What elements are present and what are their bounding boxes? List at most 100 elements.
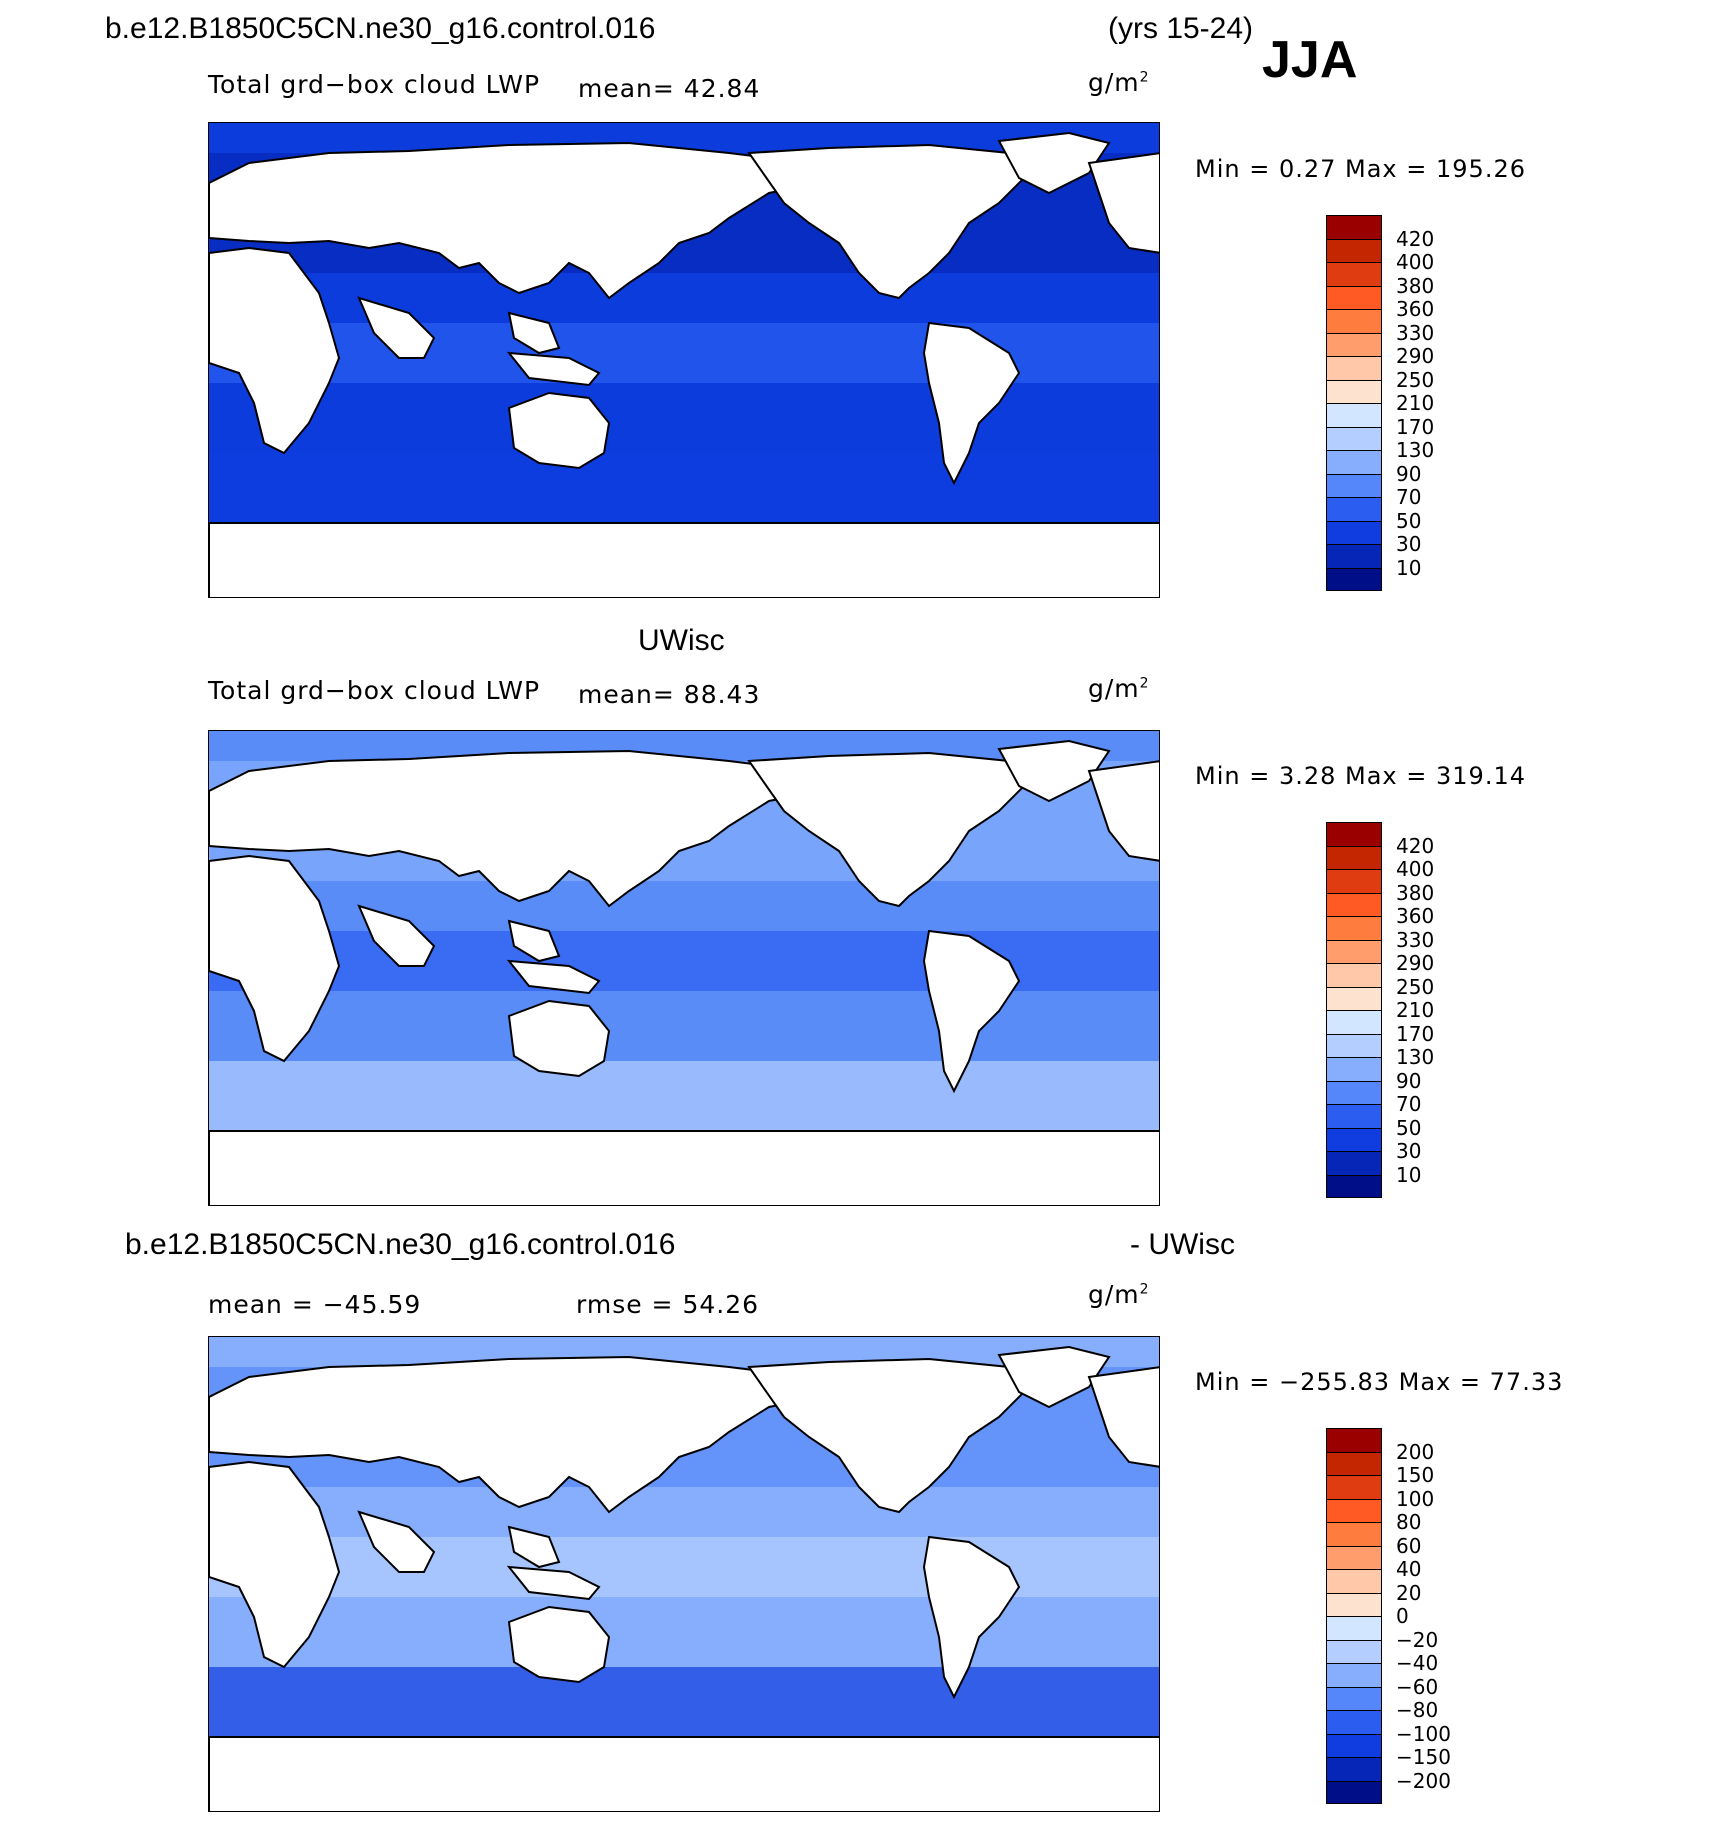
colorbar-tick-label: −60 xyxy=(1396,1674,1439,1699)
colorbar-swatch xyxy=(1326,1710,1382,1734)
colorbar-model xyxy=(1326,215,1382,591)
diff-right-title: - UWisc xyxy=(1130,1228,1235,1261)
landmass-outline xyxy=(747,1357,1031,1514)
colorbar-swatch xyxy=(1326,215,1382,239)
colorbar-tick-label: 400 xyxy=(1396,250,1435,274)
panel2-variable: Total grd−box cloud LWP xyxy=(208,676,541,705)
colorbar-swatch xyxy=(1326,1104,1382,1128)
colorbar-swatch xyxy=(1326,1010,1382,1034)
colorbar-swatch xyxy=(1326,1151,1382,1175)
colorbar-swatch xyxy=(1326,869,1382,893)
ocean-band xyxy=(209,453,1159,523)
colorbar-swatch xyxy=(1326,450,1382,474)
colorbar-swatch xyxy=(1326,473,1382,497)
colorbar-tick-label: 360 xyxy=(1396,904,1435,928)
colorbar-tick-label: 30 xyxy=(1396,1139,1422,1163)
colorbar-tick-label: 30 xyxy=(1396,532,1422,556)
colorbar-swatch xyxy=(1326,262,1382,286)
panel2-mean: mean= 88.43 xyxy=(578,680,761,709)
colorbar-swatch xyxy=(1326,845,1382,869)
colorbar-tick-label: 70 xyxy=(1396,485,1422,509)
landmass-outline xyxy=(507,1525,561,1569)
years-label: (yrs 15-24) xyxy=(1108,12,1254,45)
colorbar-tick-label: 200 xyxy=(1396,1439,1435,1464)
colorbar-tick-label: −20 xyxy=(1396,1627,1439,1652)
colorbar-swatch xyxy=(1326,238,1382,262)
landmass-outline xyxy=(209,522,1159,597)
colorbar-tick-label: 330 xyxy=(1396,927,1435,952)
colorbar-swatch xyxy=(1326,1174,1382,1198)
colorbar-tick-label: −200 xyxy=(1396,1768,1451,1793)
colorbar-tick-label: 20 xyxy=(1396,1580,1422,1605)
colorbar-swatch xyxy=(1326,1592,1382,1616)
panel3-mean: mean = −45.59 xyxy=(208,1290,422,1319)
colorbar-obs xyxy=(1326,822,1382,1198)
case-title: b.e12.B1850C5CN.ne30_g16.control.016 xyxy=(105,12,656,45)
map-panel-obs xyxy=(208,730,1160,1206)
colorbar-swatch xyxy=(1326,1757,1382,1781)
colorbar-swatch xyxy=(1326,939,1382,963)
colorbar-swatch xyxy=(1326,520,1382,544)
landmass-outline xyxy=(922,1535,1021,1700)
colorbar-tick-label: 290 xyxy=(1396,951,1435,975)
colorbar-tick-label: −40 xyxy=(1396,1651,1439,1675)
colorbar-tick-label: 170 xyxy=(1396,414,1435,439)
colorbar-swatch xyxy=(1326,1057,1382,1081)
colorbar-tick-label: 10 xyxy=(1396,1162,1422,1187)
landmass-outline xyxy=(507,311,561,355)
panel1-units: g/m2 xyxy=(1088,68,1150,97)
landmass-outline xyxy=(507,391,611,470)
colorbar-swatch xyxy=(1326,1686,1382,1710)
landmass-outline xyxy=(997,131,1111,195)
colorbar-tick-label: −80 xyxy=(1396,1698,1439,1722)
colorbar-swatch xyxy=(1326,1545,1382,1569)
panel2-minmax: Min = 3.28 Max = 319.14 xyxy=(1195,762,1526,790)
colorbar-tick-label: 40 xyxy=(1396,1557,1422,1581)
landmass-outline xyxy=(209,1130,1159,1205)
colorbar-diff xyxy=(1326,1428,1382,1804)
colorbar-swatch xyxy=(1326,1127,1382,1151)
colorbar-tick-label: 100 xyxy=(1396,1486,1435,1511)
landmass-outline xyxy=(507,919,561,963)
diff-left-title: b.e12.B1850C5CN.ne30_g16.control.016 xyxy=(125,1228,676,1261)
colorbar-tick-label: 380 xyxy=(1396,273,1435,298)
colorbar-tick-label: 250 xyxy=(1396,974,1435,999)
colorbar-tick-label: −100 xyxy=(1396,1721,1451,1746)
colorbar-swatch xyxy=(1326,1616,1382,1640)
colorbar-tick-label: 400 xyxy=(1396,857,1435,881)
landmass-outline xyxy=(209,141,821,300)
colorbar-tick-label: 0 xyxy=(1396,1604,1409,1628)
colorbar-tick-label: 10 xyxy=(1396,555,1422,580)
panel3-minmax: Min = −255.83 Max = 77.33 xyxy=(1195,1368,1564,1396)
colorbar-swatch xyxy=(1326,356,1382,380)
colorbar-swatch xyxy=(1326,1733,1382,1757)
landmass-outline xyxy=(1087,1366,1159,1468)
colorbar-swatch xyxy=(1326,309,1382,333)
colorbar-tick-label: 380 xyxy=(1396,880,1435,905)
colorbar-tick-label: 250 xyxy=(1396,367,1435,392)
landmass-outline xyxy=(357,296,436,359)
panel3-units: g/m2 xyxy=(1088,1280,1150,1309)
colorbar-swatch xyxy=(1326,426,1382,450)
colorbar-swatch xyxy=(1326,567,1382,591)
season-label: JJA xyxy=(1262,31,1358,89)
landmass-outline xyxy=(506,1565,601,1601)
colorbar-tick-label: 290 xyxy=(1396,344,1435,368)
panel2-source-label: UWisc xyxy=(638,624,725,657)
colorbar-tick-label: 130 xyxy=(1396,1045,1435,1069)
colorbar-swatch xyxy=(1326,1498,1382,1522)
landmass-outline xyxy=(506,351,601,387)
panel3-rmse: rmse = 54.26 xyxy=(576,1290,760,1319)
colorbar-swatch xyxy=(1326,1569,1382,1593)
colorbar-tick-label: 50 xyxy=(1396,508,1422,533)
landmass-outline xyxy=(506,959,601,995)
colorbar-swatch xyxy=(1326,332,1382,356)
colorbar-tick-label: 50 xyxy=(1396,1115,1422,1140)
map-panel-diff xyxy=(208,1336,1160,1812)
landmass-outline xyxy=(507,1605,611,1684)
colorbar-tick-label: 60 xyxy=(1396,1533,1422,1558)
landmass-outline xyxy=(209,1355,821,1514)
colorbar-swatch xyxy=(1326,1033,1382,1057)
colorbar-tick-label: 360 xyxy=(1396,297,1435,321)
colorbar-tick-label: 420 xyxy=(1396,226,1435,251)
